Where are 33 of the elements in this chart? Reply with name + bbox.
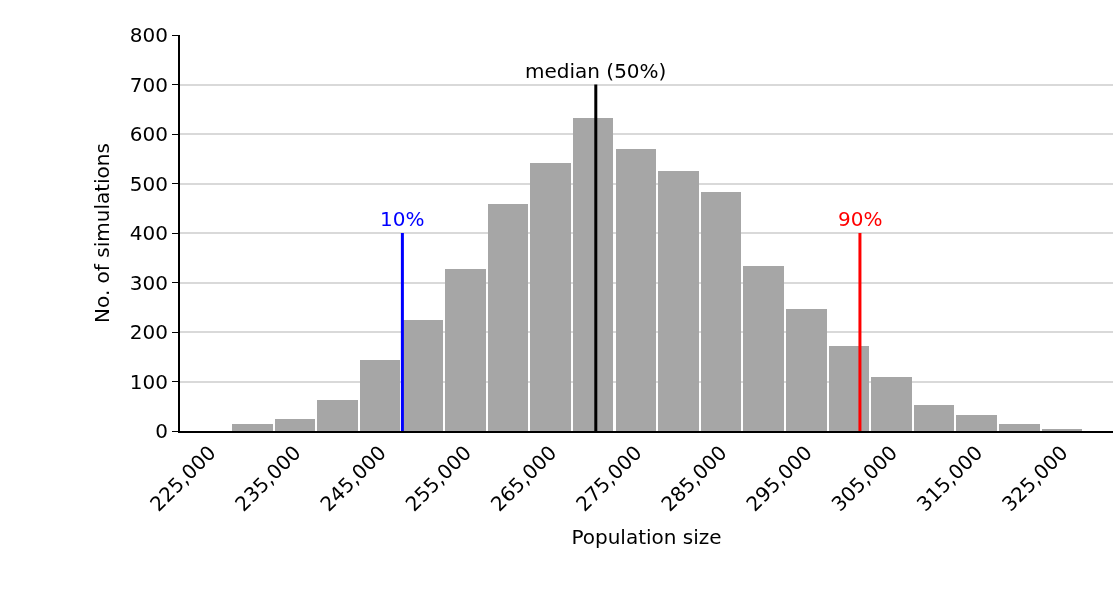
bar (317, 400, 358, 431)
y-tick-label: 200 (129, 320, 168, 344)
y-tick-label: 400 (129, 221, 168, 245)
bar (360, 360, 400, 431)
bar (829, 346, 869, 431)
bar (743, 266, 784, 431)
annotation: 90% (838, 207, 883, 231)
bar (232, 424, 273, 431)
bar (658, 171, 699, 431)
bar (871, 377, 912, 431)
bar (786, 309, 827, 431)
bar (701, 192, 741, 431)
bar (403, 320, 443, 431)
bar (616, 149, 656, 431)
y-tick-label: 500 (129, 171, 168, 196)
y-tick-label: 800 (129, 23, 168, 47)
bar (488, 204, 528, 431)
y-axis-title: No. of simulations (89, 143, 114, 323)
y-tick-label: 100 (129, 369, 168, 394)
y-tick-label: 300 (129, 270, 168, 295)
bar (530, 163, 571, 431)
bar (956, 415, 997, 431)
annotation: 10% (380, 207, 425, 231)
bar (914, 405, 954, 431)
annotation: median (50%) (525, 59, 667, 83)
x-axis-title: Population size (571, 525, 722, 550)
bar (573, 118, 613, 431)
bar (999, 424, 1040, 431)
y-tick-label: 0 (155, 419, 168, 443)
bar (275, 419, 315, 431)
bar (445, 269, 486, 431)
y-tick-label: 700 (129, 72, 168, 97)
y-tick-label: 600 (129, 122, 168, 146)
